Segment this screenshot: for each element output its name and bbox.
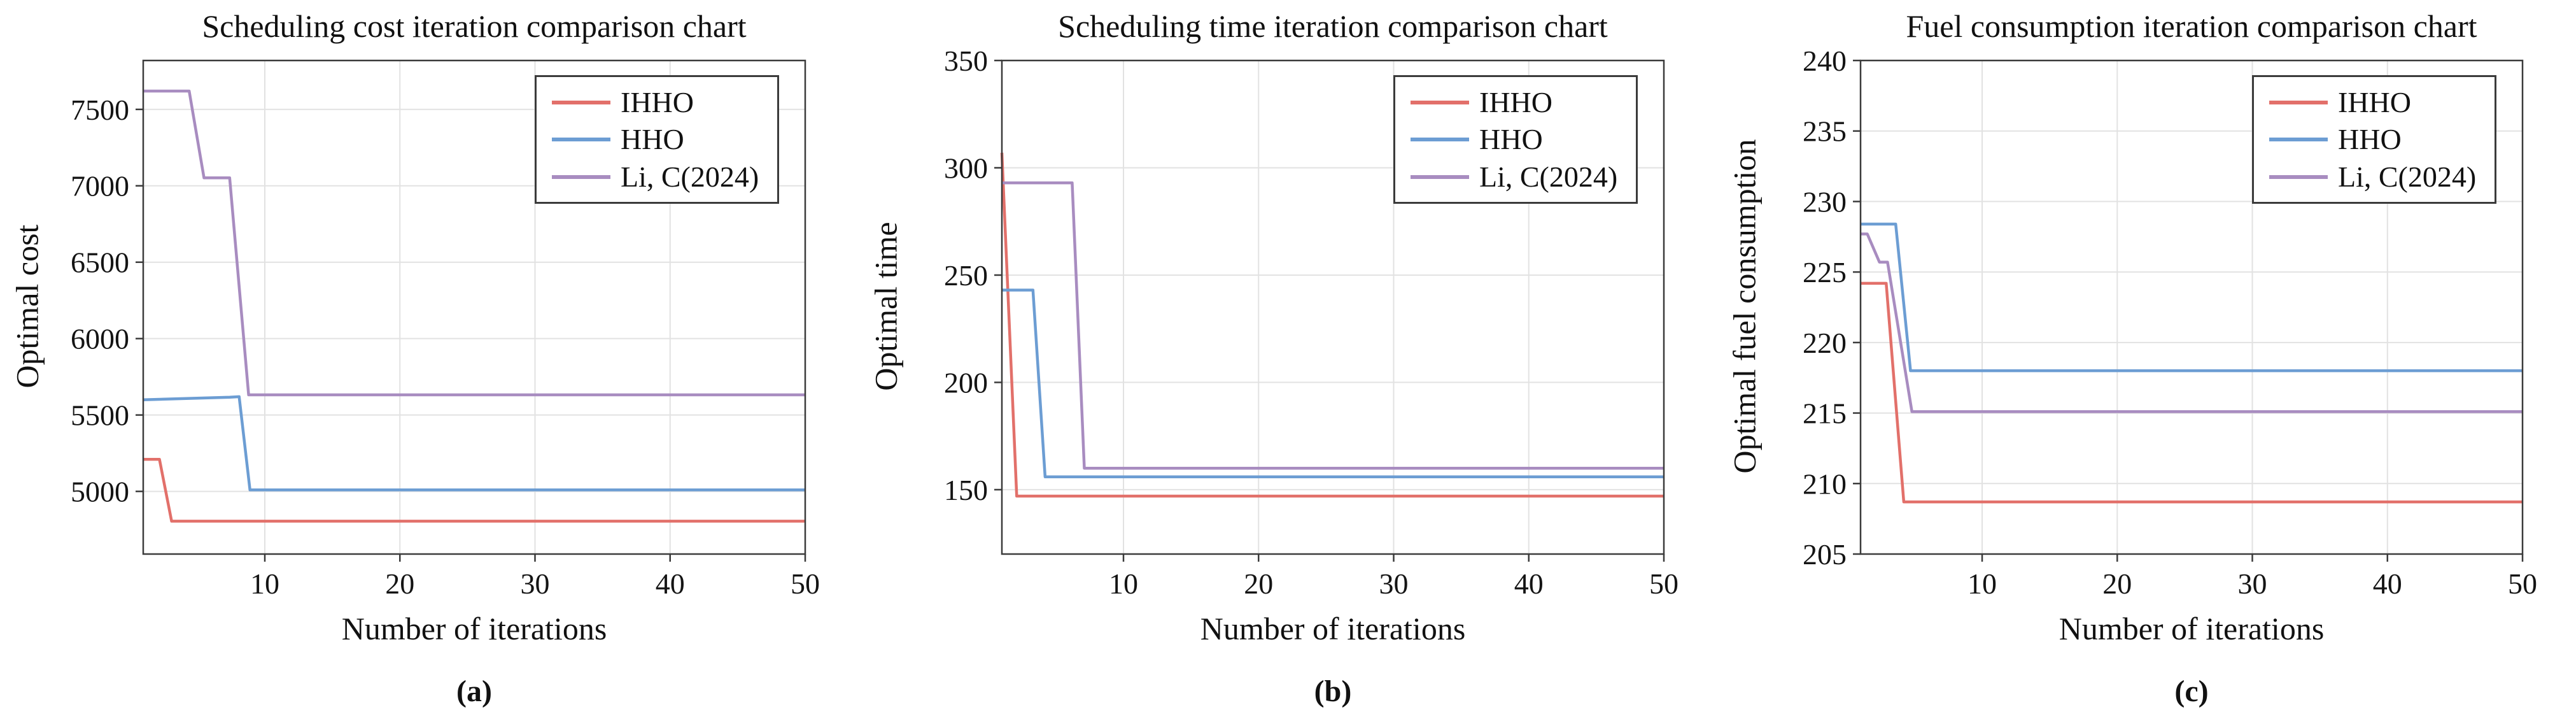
series-line-hho [1002,288,1664,478]
legend-item: HHO [2269,125,2495,154]
legend: IHHO HHO Li, C(2024) [535,75,779,204]
chart-title: Fuel consumption iteration comparison ch… [1906,8,2477,44]
chart-panel-a: 10 20 30 40 50 5000 5500 6000 6500 7000 7500 Sched… [0,0,859,726]
legend-label: IHHO [2338,85,2411,118]
y-tick-label: 5000 [71,476,129,508]
y-tick-label: 6500 [71,246,129,279]
legend-label: IHHO [1479,85,1552,118]
series-line-li-c-2024- [1002,181,1664,470]
x-tick-label: 40 [2373,567,2402,600]
y-tick-label: 215 [1803,397,1847,430]
series-line-ihho [1000,152,1664,498]
legend-item: Li, C(2024) [2269,162,2495,192]
subfigure-caption: (c) [2174,674,2209,708]
legend-line-swatch [1411,100,1469,104]
x-tick-label: 50 [1649,567,1679,600]
legend-label: HHO [2338,123,2402,155]
series-line-ihho [1861,281,2523,504]
y-tick-label: 150 [944,474,988,506]
y-tick-label: 350 [944,45,988,77]
x-tick-label: 10 [1967,567,1997,600]
legend-item: Li, C(2024) [552,162,777,192]
x-tick-label: 30 [1379,567,1409,600]
legend-item: HHO [552,125,777,154]
x-tick-label: 40 [1514,567,1544,600]
y-tick-label: 240 [1803,45,1847,77]
x-tick-label: 40 [656,567,685,600]
legend: IHHO HHO Li, C(2024) [2252,75,2496,204]
legend-label: Li, C(2024) [2338,160,2477,193]
y-tick-label: 250 [944,259,988,292]
y-tick-label: 230 [1803,185,1847,218]
subfigure-caption: (a) [456,674,492,708]
legend-line-swatch [552,100,610,104]
y-tick-label: 300 [944,152,988,184]
y-tick-label: 220 [1803,327,1847,359]
y-tick-label: 210 [1803,467,1847,500]
y-tick-label: 235 [1803,115,1847,148]
plot-svg: 10 20 30 40 50 205 210 215 220 225 230 235 240 [1803,45,2537,600]
x-tick-label: 30 [2238,567,2267,600]
series-line-ihho [143,457,805,523]
x-axis-label: Number of iterations [1200,611,1466,646]
y-tick-label: 7500 [71,94,129,126]
legend-line-swatch [552,174,610,179]
x-tick-label: 30 [521,567,550,600]
y-tick-label: 6000 [71,323,129,355]
chart-panel-b: 10 20 30 40 50 150 200 250 300 350 Scheduling tim… [859,0,1717,726]
series-line-hho [143,395,805,492]
legend-line-swatch [2269,174,2328,179]
chart-panel-c: 10 20 30 40 50 205 210 215 220 225 230 235 240 Fuel … [1717,0,2576,726]
y-tick-label: 5500 [71,399,129,432]
legend-item: HHO [1411,125,1636,154]
x-tick-label: 20 [1244,567,1273,600]
chart-title: Scheduling cost iteration comparison cha… [202,8,747,44]
legend-label: HHO [621,123,684,155]
legend-line-swatch [1411,138,1469,141]
series-line-hho [1861,222,2523,373]
y-tick-label: 7000 [71,170,129,203]
x-tick-label: 10 [250,567,279,600]
legend-line-swatch [2269,100,2328,104]
axes-box [1859,59,2524,555]
y-axis-label: Optimal time [868,222,904,391]
y-axis-label: Optimal fuel consumption [1726,139,1763,474]
axes-box [142,59,806,555]
y-tick-label: 225 [1803,256,1847,288]
legend-label: HHO [1479,123,1543,155]
axes-box [1001,59,1665,555]
x-tick-label: 10 [1109,567,1138,600]
plot-svg: 10 20 30 40 50 5000 5500 6000 6500 7000 7500 [71,59,820,600]
legend-label: Li, C(2024) [1479,160,1618,193]
subfigure-caption: (b) [1314,674,1352,708]
y-axis-label: Optimal cost [9,224,45,388]
legend-item: Li, C(2024) [1411,162,1636,192]
y-tick-label: 205 [1803,538,1847,571]
legend-line-swatch [552,138,610,141]
chart-title: Scheduling time iteration comparison cha… [1058,8,1608,44]
legend-line-swatch [1411,174,1469,179]
y-tick-label: 200 [944,366,988,399]
legend: IHHO HHO Li, C(2024) [1393,75,1638,204]
legend-item: IHHO [1411,85,1636,118]
legend-label: Li, C(2024) [621,160,759,193]
x-tick-label: 20 [2102,567,2132,600]
x-tick-label: 50 [791,567,820,600]
legend-line-swatch [2269,138,2328,141]
x-axis-label: Number of iterations [2059,611,2325,646]
series-line-li-c-2024- [143,89,805,397]
legend-item: IHHO [552,85,777,118]
x-tick-label: 50 [2508,567,2537,600]
legend-item: IHHO [2269,85,2495,118]
legend-label: IHHO [621,85,694,118]
x-axis-label: Number of iterations [341,611,607,646]
x-tick-label: 20 [385,567,414,600]
series-line-li-c-2024- [1861,232,2523,413]
